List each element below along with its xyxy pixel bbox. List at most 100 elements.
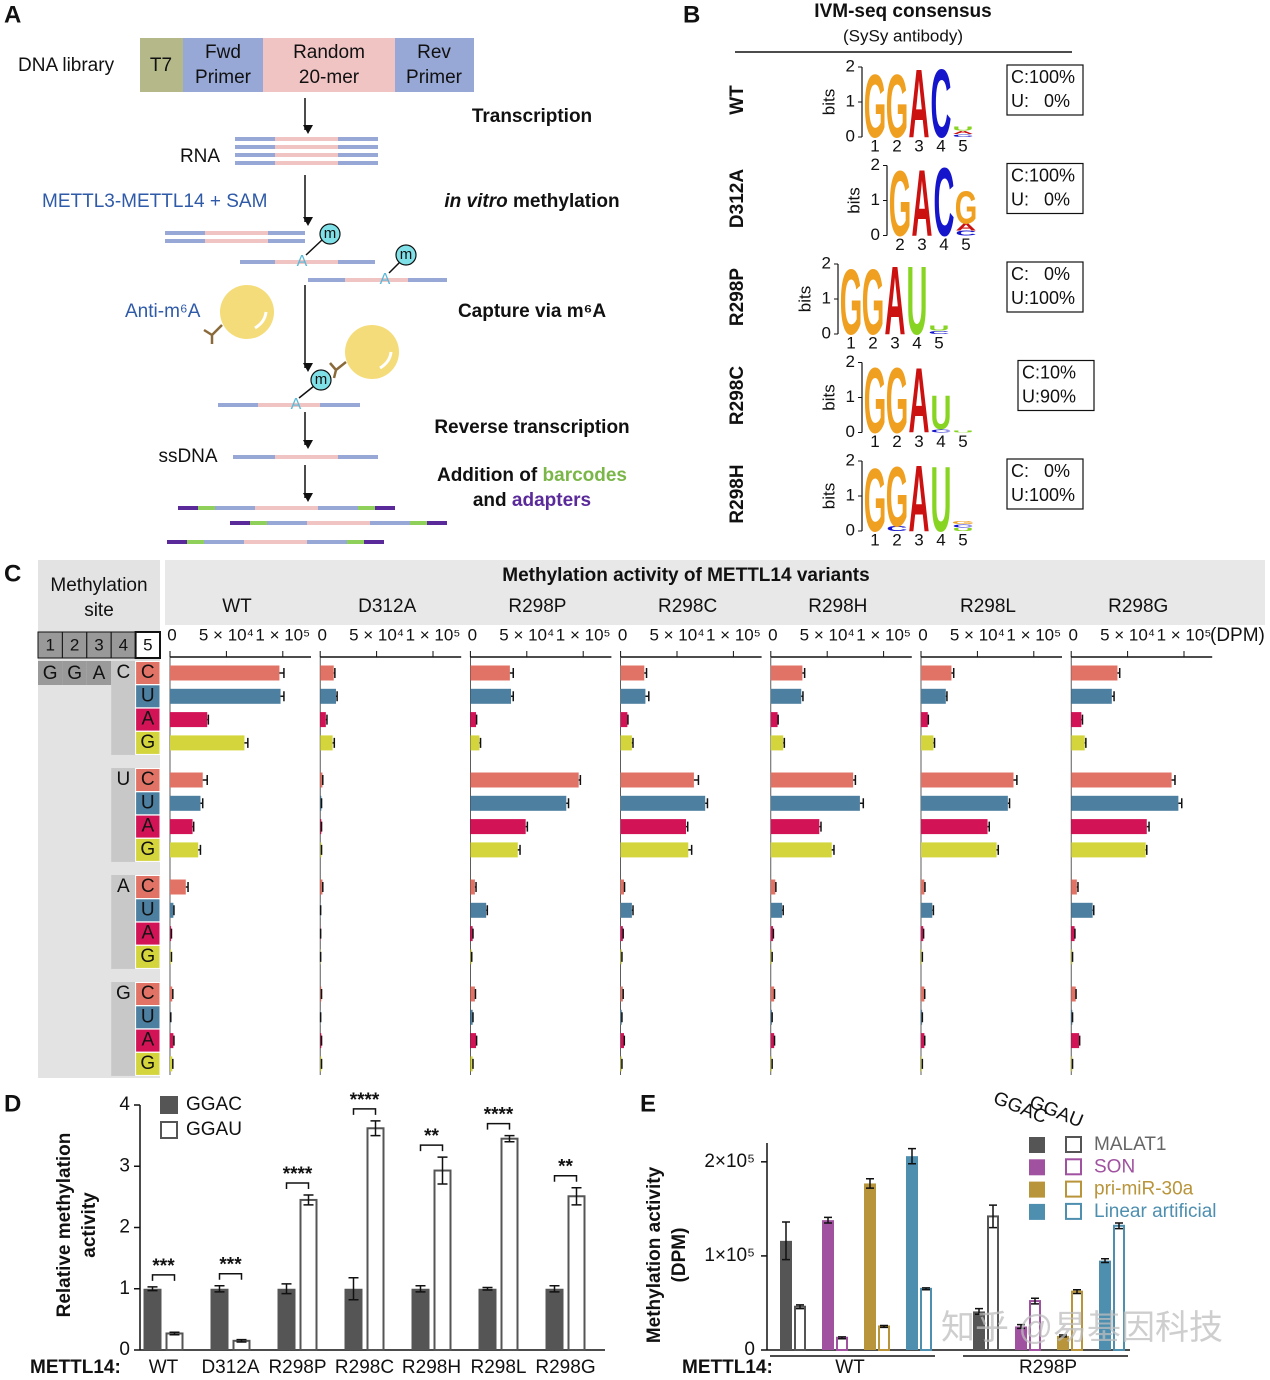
logo-letter: A [909, 349, 930, 453]
x-tick-label: 0 [1068, 625, 1077, 644]
error-bar [1111, 691, 1115, 702]
bar [921, 712, 928, 728]
logo-name: R298H [727, 464, 748, 523]
logo-letter: G [952, 520, 975, 525]
pos4-cell [111, 768, 136, 862]
y-tick-label: 2 [846, 56, 855, 75]
legend-swatch [1065, 1158, 1082, 1176]
panel-label: C [4, 560, 21, 587]
bar [878, 1325, 890, 1352]
bar [170, 795, 201, 811]
variant-name: WT [222, 596, 252, 617]
error-bar [279, 668, 285, 678]
significance-label: **** [484, 1105, 514, 1126]
bar [470, 795, 567, 811]
logo-name: D312A [727, 169, 748, 228]
fixed-base: G [67, 663, 82, 684]
x-tick-label: 4 [936, 432, 945, 451]
bar [822, 1220, 834, 1350]
bar [320, 735, 333, 751]
error-bar [631, 905, 634, 916]
panel-subtitle: (SySy antibody) [843, 26, 963, 45]
error-bar [303, 1194, 314, 1206]
bar [794, 1305, 806, 1351]
logo-letter: C [953, 523, 974, 528]
bar [320, 1033, 322, 1049]
site-title: Methylation [50, 575, 147, 596]
pos5-base: U [141, 685, 155, 706]
bar [620, 949, 622, 965]
bar [470, 842, 518, 858]
x-tick-label: 1 × 10⁵ [255, 625, 310, 644]
bar [620, 902, 632, 918]
x-tick-label: 1 × 10⁵ [406, 625, 461, 644]
bar [170, 949, 172, 965]
bar [1071, 986, 1076, 1002]
bar [1071, 1033, 1080, 1049]
error-bar [1007, 798, 1011, 809]
y-axis-label: bits [819, 384, 838, 410]
bar [277, 1288, 296, 1350]
legend-swatch [1029, 1137, 1045, 1153]
pos5-base: U [141, 792, 155, 813]
bar [210, 1288, 229, 1350]
bar [470, 819, 526, 835]
bar [1071, 879, 1077, 895]
pos5-base: C [141, 876, 155, 897]
significance-bracket [419, 1144, 444, 1152]
percent-box [1006, 458, 1084, 510]
x-tick-label: 5 [961, 235, 970, 254]
x-tick-label: 5 × 10⁴ [1100, 625, 1155, 644]
bar [567, 1195, 586, 1351]
fixed-cell [38, 661, 63, 685]
x-tick-label: 5 [958, 432, 967, 451]
x-tick-label: 1 × 10⁵ [706, 625, 761, 644]
logo-letter: A [885, 247, 906, 355]
error-bar [474, 989, 477, 999]
bar [170, 1033, 174, 1049]
percent-box [1006, 64, 1084, 116]
enzyme-label: METTL3-METTL14 + SAM [42, 191, 267, 212]
logo-letter: C [931, 50, 952, 158]
x-tick-label: 5 × 10⁴ [950, 625, 1005, 644]
m6a-mark: m [315, 371, 328, 388]
logo-letter: G [864, 349, 887, 453]
x-tick-label: 5 [958, 530, 967, 549]
percent-label: U:100% [1011, 288, 1075, 308]
step-label: Capture via m⁶A [458, 301, 606, 322]
error-bar [1084, 737, 1087, 748]
error-bar [1031, 1297, 1039, 1305]
logo-letter: C [934, 149, 955, 257]
x-tick-label: 0 [618, 625, 627, 644]
x-tick-label: 0 [768, 625, 777, 644]
error-bar [475, 1035, 478, 1046]
error-bar [214, 1284, 225, 1293]
bar [780, 1240, 792, 1350]
error-bar [783, 737, 786, 748]
rna-label: RNA [180, 146, 220, 167]
error-bar [517, 844, 521, 855]
error-bar [578, 775, 582, 785]
error-bar [644, 668, 648, 678]
bar [1071, 795, 1179, 811]
x-tick-label: 4 [936, 530, 945, 549]
error-bar [796, 1304, 804, 1310]
bar [320, 688, 336, 704]
bar [170, 735, 245, 751]
error-bar [1013, 775, 1018, 785]
x-tick-label: R298C [335, 1357, 394, 1378]
error-bar [782, 905, 784, 916]
error-bar [688, 844, 693, 855]
bar [770, 665, 803, 681]
legend-swatch [1065, 1180, 1082, 1198]
y-tick-label: 0 [119, 1339, 130, 1360]
error-bar [927, 714, 930, 725]
error-bar [169, 1331, 180, 1336]
variant-name: R298P [508, 596, 566, 617]
fixed-base: G [43, 663, 58, 684]
x-tick-label: 0 [918, 625, 927, 644]
error-bar [693, 775, 700, 785]
y-tick-label: 0 [744, 1339, 755, 1360]
bar [921, 819, 988, 835]
x-tick-label: 3 [890, 333, 899, 352]
